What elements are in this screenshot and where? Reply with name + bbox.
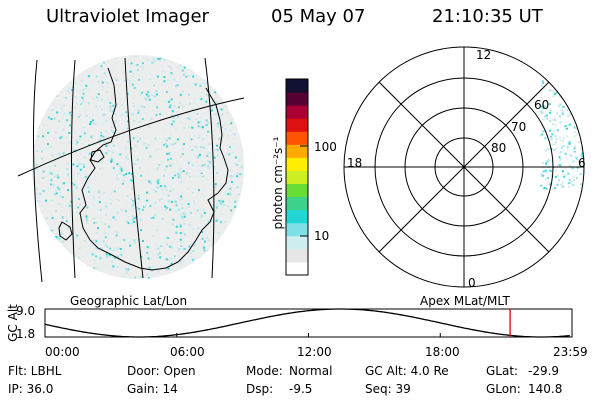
- mlat-label-60: 60: [534, 98, 550, 112]
- altitude-ymin: 1.8: [16, 327, 36, 341]
- colorbar-segment: [286, 183, 308, 198]
- colorbar-segment: [286, 92, 308, 106]
- status-seq: Seq: 39: [365, 382, 411, 396]
- mlt-label-12: 12: [476, 48, 492, 62]
- xtick-label: 23:59: [553, 345, 588, 359]
- altitude-curve: [44, 308, 570, 338]
- status-mode-value: Normal: [289, 364, 333, 378]
- status-gc-alt: GC Alt: 4.0 Re: [365, 364, 449, 378]
- colorbar-segment: [286, 209, 308, 224]
- coastline: [79, 67, 229, 271]
- status-dsp-value: -9.5: [289, 382, 313, 396]
- status-ip: IP: 36.0: [8, 382, 54, 396]
- colorbar-segment: [286, 144, 308, 158]
- colorbar: [285, 78, 309, 276]
- xtick-label: 06:00: [170, 345, 205, 359]
- colorbar-ticks: [300, 145, 308, 237]
- colorbar-segment: [286, 157, 308, 171]
- colorbar-segment: [286, 196, 308, 211]
- longitude-line: [124, 57, 144, 279]
- geo-panel-label: Geographic Lat/Lon: [70, 294, 188, 308]
- mlat-label-80: 80: [491, 141, 507, 155]
- status-glat-value: -29.9: [528, 364, 560, 378]
- status-dsp-key: Dsp:: [246, 382, 274, 396]
- status-filter: Flt: LBHL: [8, 364, 62, 378]
- colorbar-segment: [286, 105, 308, 119]
- colorbar-segment: [286, 222, 308, 237]
- longitude-line: [204, 57, 215, 279]
- colorbar-frame: [285, 78, 309, 276]
- latitude-line: [17, 97, 245, 177]
- status-mode-key: Mode:: [246, 364, 283, 378]
- mlt-label-6: 6: [578, 156, 586, 170]
- status-door: Door: Open: [127, 364, 196, 378]
- colorbar-segment: [286, 118, 308, 132]
- xtick-label: 00:00: [45, 345, 80, 359]
- polar-diagonal: [378, 81, 550, 253]
- time-label: 21:10:35 UT: [432, 6, 543, 27]
- status-glon-key: GLon:: [486, 382, 521, 396]
- xtick-label: 18:00: [425, 345, 460, 359]
- status-gain: Gain: 14: [127, 382, 178, 396]
- mlt-label-18: 18: [347, 156, 363, 170]
- colorbar-tick-10: 10: [314, 229, 330, 243]
- instrument-title: Ultraviolet Imager: [46, 6, 209, 27]
- polar-panel-label: Apex MLat/MLT: [420, 294, 510, 308]
- longitude-line: [71, 59, 76, 279]
- colorbar-segment: [286, 131, 308, 145]
- status-glon-value: 140.8: [528, 382, 563, 396]
- island: [58, 221, 73, 241]
- mlat-label-70: 70: [511, 120, 527, 134]
- colorbar-segment: [286, 235, 308, 250]
- colorbar-segment: [286, 79, 308, 93]
- altitude-ymax: 9.0: [16, 304, 36, 318]
- status-glat-key: GLat:: [486, 364, 519, 378]
- colorbar-segment: [286, 170, 308, 185]
- xtick-label: 12:00: [297, 345, 332, 359]
- colorbar-segment: [286, 248, 308, 263]
- longitude-line: [32, 59, 43, 283]
- colorbar-tick-100: 100: [314, 140, 337, 154]
- colorbar-segment: [286, 261, 308, 276]
- mlt-label-0: 0: [468, 276, 476, 290]
- island: [90, 149, 105, 163]
- date-label: 05 May 07: [271, 6, 366, 27]
